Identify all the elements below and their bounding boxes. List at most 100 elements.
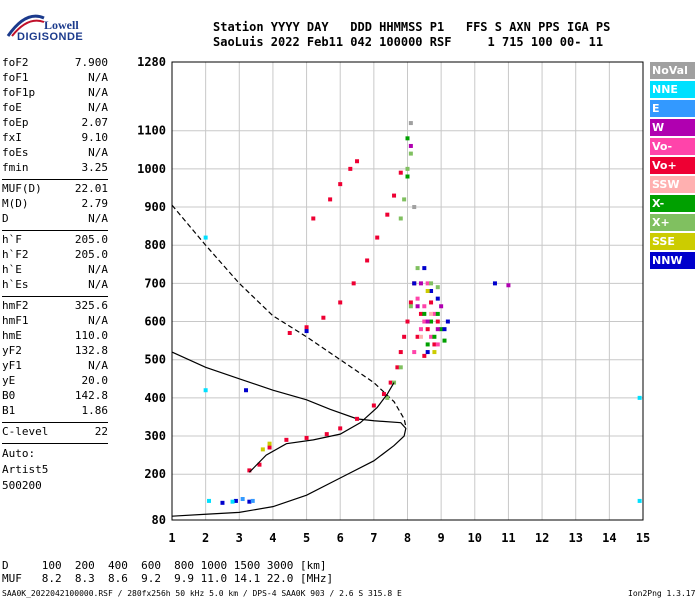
param-value: N/A <box>88 212 108 225</box>
x-tick-label: 2 <box>202 531 209 545</box>
param-value: 132.8 <box>74 344 108 357</box>
param-name: h`Es <box>2 278 29 291</box>
logo-digisonde: DIGISONDE <box>17 31 84 43</box>
data-point-vo- <box>422 353 427 358</box>
data-point-vo- <box>321 315 326 320</box>
x-tick-label: 13 <box>568 531 582 545</box>
x-tick-label: 15 <box>636 531 650 545</box>
divider <box>2 230 108 231</box>
auto-version: 500200 <box>2 479 42 492</box>
data-point-x- <box>432 334 437 339</box>
param-value: N/A <box>88 314 108 327</box>
data-point-nne <box>637 395 642 400</box>
data-point-vo- <box>257 462 262 467</box>
y-tick-label: 1000 <box>137 162 166 176</box>
trace-line <box>248 382 395 473</box>
param-name: D <box>2 212 9 225</box>
legend-item: X- <box>650 195 695 212</box>
data-point-nnw <box>445 319 450 324</box>
data-point-w <box>415 304 420 309</box>
legend-item: Vo+ <box>650 157 695 174</box>
param-value: 9.10 <box>81 131 109 144</box>
data-point-vo- <box>435 319 440 324</box>
legend-item: X+ <box>650 214 695 231</box>
data-point-x- <box>425 342 430 347</box>
logo-lowell: Lowell <box>44 18 79 32</box>
data-point-vo- <box>412 350 417 355</box>
param-row: fmin 3.25 <box>2 161 108 176</box>
data-point-w <box>506 283 511 288</box>
data-point-vo- <box>247 468 252 473</box>
data-point-x- <box>442 338 447 343</box>
x-tick-label: 6 <box>337 531 344 545</box>
data-point-x- <box>408 304 413 309</box>
x-tick-label: 11 <box>501 531 515 545</box>
param-name: B1 <box>2 404 16 417</box>
data-point-vo- <box>429 300 434 305</box>
param-row: B0 142.8 <box>2 389 108 404</box>
legend: NoVal NNE E W Vo- Vo+ SSW X- X+ SSE NNW <box>650 62 695 271</box>
data-point-vo- <box>395 365 400 370</box>
data-point-vo- <box>398 350 403 355</box>
param-row: hmF1 N/A <box>2 314 108 329</box>
data-point-vo- <box>415 296 420 301</box>
param-row: h`Es N/A <box>2 278 108 293</box>
param-name: fxI <box>2 131 22 144</box>
legend-item: Vo- <box>650 138 695 155</box>
param-value: 22 <box>94 425 108 438</box>
data-point-x- <box>429 319 434 324</box>
param-row: foF1 N/A <box>2 71 108 86</box>
param-group-profile: hmF2 325.6 hmF1 N/A hmE 110.0 yF2 132.8 yF1 N/A yE… <box>2 299 108 419</box>
data-point-e <box>250 498 255 503</box>
data-point-w <box>439 304 444 309</box>
data-point-x- <box>398 365 403 370</box>
param-name: h`F <box>2 233 22 246</box>
param-row: C-level 22 <box>2 425 108 440</box>
data-point-vo- <box>405 319 410 324</box>
data-point-nnw <box>492 281 497 286</box>
param-row: foEs N/A <box>2 146 108 161</box>
x-tick-label: 14 <box>602 531 616 545</box>
param-row: M(D) 2.79 <box>2 197 108 212</box>
param-value: N/A <box>88 86 108 99</box>
data-point-vo- <box>338 182 343 187</box>
divider <box>2 422 108 423</box>
divider <box>2 296 108 297</box>
data-point-nnw <box>429 289 434 293</box>
data-point-x- <box>422 311 427 316</box>
param-name: foE <box>2 101 22 114</box>
data-point-vo- <box>418 311 423 316</box>
data-point-vo- <box>418 327 423 332</box>
plot-frame <box>171 61 644 521</box>
data-point-nnw <box>422 266 427 271</box>
data-point-x- <box>402 197 407 202</box>
data-point-vo- <box>402 334 407 339</box>
x-tick-label: 4 <box>269 531 276 545</box>
data-point-nnw <box>233 498 238 503</box>
data-point-nnw <box>435 296 440 301</box>
digisonde-logo: Lowell DIGISONDE <box>4 6 114 46</box>
data-point-nnw <box>247 499 252 504</box>
y-tick-label: 900 <box>144 200 166 214</box>
parameter-panel: foF2 7.900 foF1 N/A foF1p N/A foE N/A foEp 2.07 fx… <box>2 56 108 494</box>
legend-item: SSE <box>650 233 695 250</box>
param-value: 7.900 <box>74 56 108 69</box>
data-point-nne <box>203 235 208 240</box>
auto-software: Artist5 <box>2 463 49 476</box>
param-name: foF1 <box>2 71 29 84</box>
data-point-vo- <box>381 392 386 397</box>
param-name: h`E <box>2 263 22 276</box>
param-row: hmF2 325.6 <box>2 299 108 314</box>
y-tick-label: 200 <box>144 467 166 481</box>
param-row: h`E N/A <box>2 263 108 278</box>
data-point-vo- <box>398 170 403 175</box>
param-name: fmin <box>2 161 29 174</box>
x-tick-label: 8 <box>404 531 411 545</box>
param-row: D N/A <box>2 212 108 227</box>
legend-item: NNE <box>650 81 695 98</box>
param-name: foEp <box>2 116 29 129</box>
data-point-sse <box>432 350 437 355</box>
data-point-vo- <box>355 416 360 421</box>
data-point-nnw <box>412 281 417 286</box>
param-name: foF1p <box>2 86 36 99</box>
